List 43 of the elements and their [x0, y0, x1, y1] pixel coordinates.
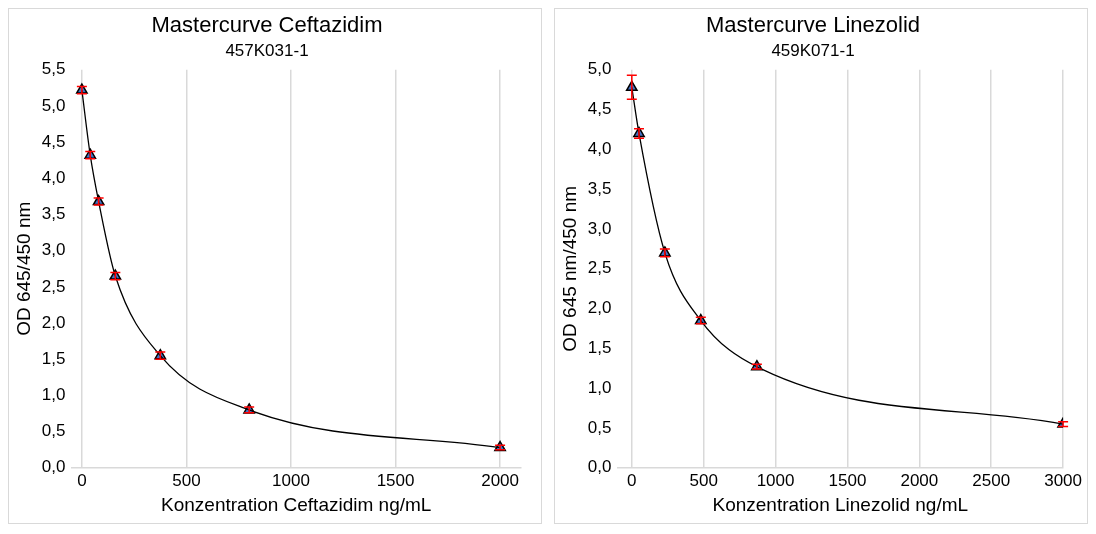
x-tick-label: 2000 — [481, 470, 519, 490]
y-axis-title: OD 645 nm/450 nm — [558, 185, 580, 352]
y-tick-label: 5,0 — [587, 59, 612, 79]
y-tick-label: 0,5 — [41, 421, 66, 441]
x-tick-label: 3000 — [1044, 470, 1082, 490]
y-tick-label: 2,0 — [41, 312, 66, 332]
x-tick-label: 1500 — [376, 470, 415, 490]
chart-title: Mastercurve Linezolid — [706, 12, 920, 38]
x-tick-label: 0 — [627, 470, 637, 490]
y-tick-label: 2,5 — [41, 276, 66, 296]
x-axis-title: Konzentration Linezolid ng/mL — [712, 493, 969, 515]
y-tick-label: 4,0 — [41, 168, 66, 188]
y-tick-label: 4,0 — [587, 139, 612, 159]
x-axis-title: Konzentration Ceftazidim ng/mL — [161, 493, 432, 515]
y-tick-label: 2,5 — [587, 258, 612, 278]
y-tick-label: 2,0 — [587, 298, 612, 318]
x-tick-label: 2500 — [972, 470, 1011, 490]
x-tick-label: 1000 — [756, 470, 795, 490]
chart-title: Mastercurve Ceftazidim — [151, 12, 383, 38]
y-tick-label: 1,5 — [41, 348, 66, 368]
y-tick-label: 5,5 — [41, 59, 66, 79]
x-tick-label: 1000 — [272, 470, 310, 490]
y-tick-label: 0,5 — [587, 417, 612, 437]
y-tick-label: 3,0 — [41, 240, 66, 260]
y-tick-label: 1,5 — [587, 338, 612, 358]
x-tick-label: 0 — [77, 470, 87, 490]
y-tick-label: 4,5 — [41, 131, 66, 151]
y-tick-label: 0,0 — [587, 457, 612, 477]
x-tick-label: 500 — [172, 470, 201, 490]
y-tick-label: 3,5 — [41, 204, 66, 224]
x-tick-label: 500 — [689, 470, 718, 490]
y-tick-label: 0,0 — [41, 457, 66, 477]
x-tick-label: 1500 — [828, 470, 867, 490]
y-tick-label: 1,0 — [587, 377, 612, 397]
y-tick-label: 3,0 — [587, 218, 612, 238]
chart-subtitle: 459K071-1 — [771, 41, 855, 61]
x-tick-label: 2000 — [900, 470, 939, 490]
y-tick-label: 1,0 — [41, 385, 66, 405]
chart-subtitle: 457K031-1 — [225, 41, 309, 61]
y-tick-label: 3,5 — [587, 178, 612, 198]
y-tick-label: 4,5 — [587, 99, 612, 119]
y-axis-title: OD 645/450 nm — [12, 201, 34, 336]
y-tick-label: 5,0 — [41, 95, 66, 115]
